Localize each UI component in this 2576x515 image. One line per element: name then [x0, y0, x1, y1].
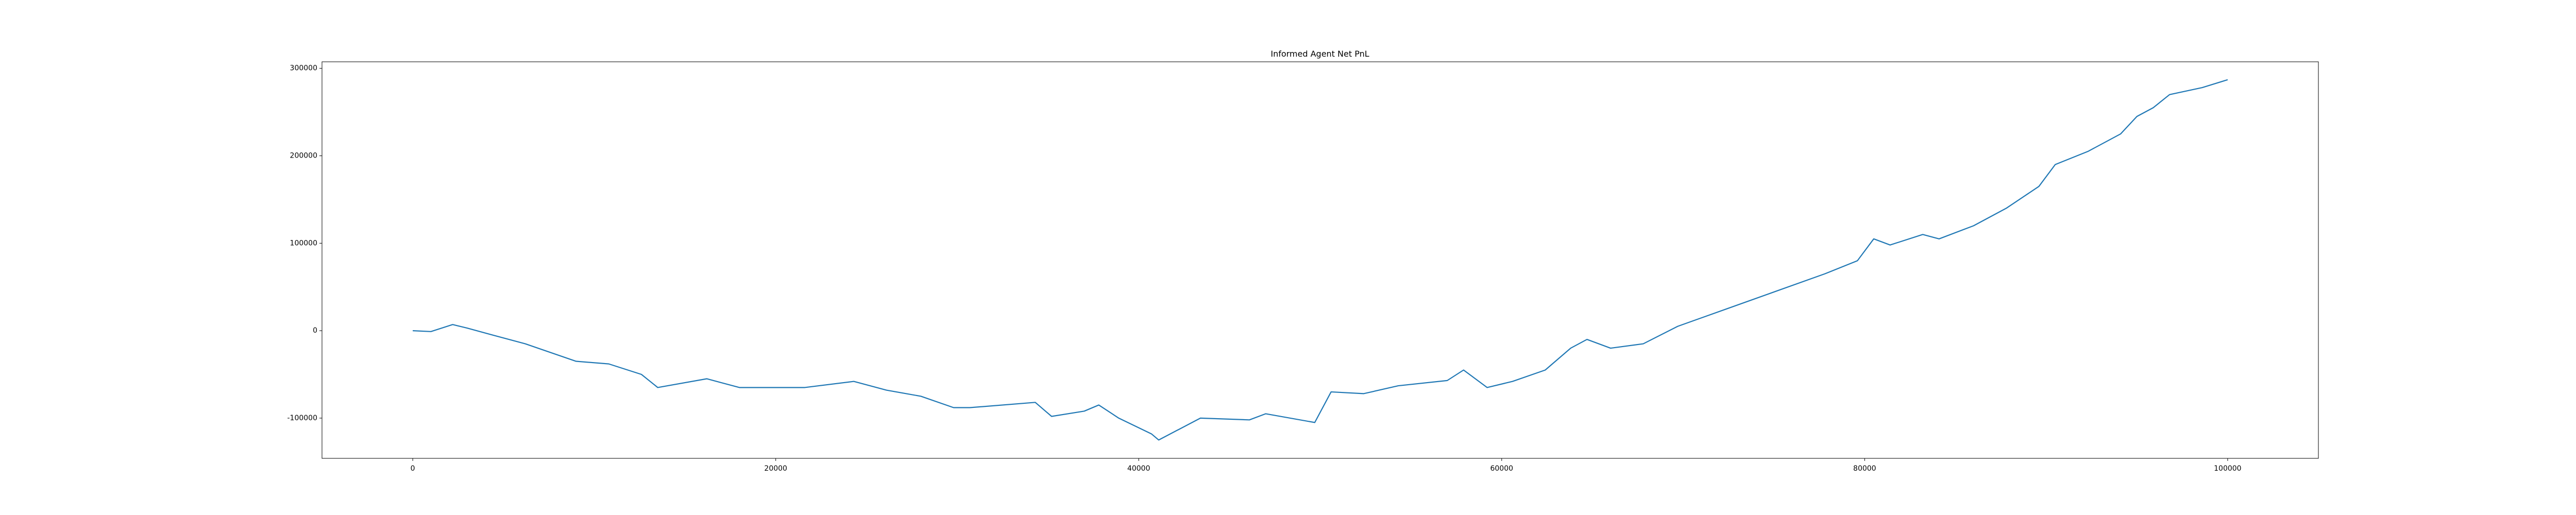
y-tick-label: 200000 [290, 152, 317, 160]
y-tick-label: 300000 [290, 64, 317, 73]
data-line [413, 79, 2228, 441]
x-tick-label: 0 [411, 465, 415, 473]
x-tick-label: 80000 [1853, 465, 1876, 473]
plot-frame [321, 61, 2319, 459]
x-tick-label: 100000 [2214, 465, 2241, 473]
x-tick-label: 40000 [1127, 465, 1150, 473]
y-tick-label: -100000 [287, 414, 318, 422]
y-tick-label: 0 [313, 327, 317, 335]
y-tick-label: 100000 [290, 239, 317, 247]
x-tick-label: 20000 [764, 465, 787, 473]
x-tick-label: 60000 [1490, 465, 1513, 473]
chart-title: Informed Agent Net PnL [1270, 49, 1369, 59]
